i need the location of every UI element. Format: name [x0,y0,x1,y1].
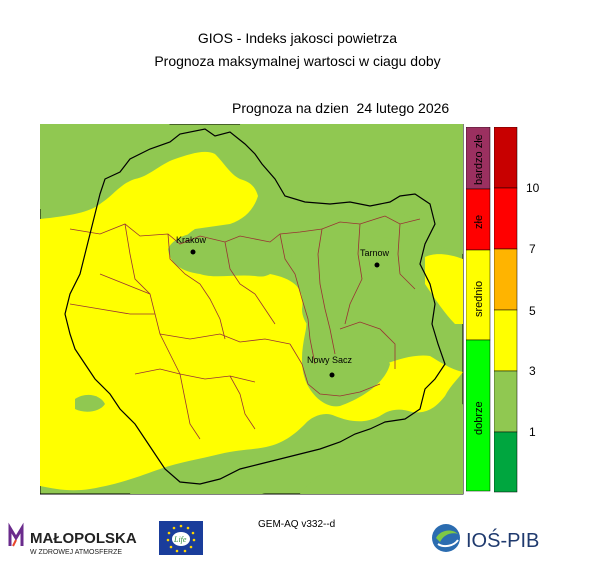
forecast-date: Prognoza na dzien 24 lutego 2026 [232,100,450,116]
category-bardzo-zle [466,127,491,190]
city-label-krakow: Krakow [176,235,207,245]
category-legend: bardzo złe złe srednio dobrze [466,127,491,492]
southwest-green-zone [130,459,265,494]
city-nowy-sacz: Nowy Sacz [307,355,353,378]
city-krakow: Krakow [176,235,207,255]
city-dot-krakow [190,249,196,255]
forecast-map: Krakow Tarnow Nowy Sacz [40,124,464,495]
ios-pib-logo: IOŚ-PIB [432,524,539,552]
tarnow-green-zone [358,236,402,273]
south-green-zone [300,404,463,494]
scale-level-6 [494,127,518,189]
county-borders [69,215,421,440]
krakow-green-zone [168,232,277,277]
city-tarnow: Tarnow [360,248,390,268]
scale-level-2 [494,370,518,433]
eu-life-logo: Life [159,521,203,555]
scale-tick-7: 7 [529,242,536,256]
category-label-zle: złe [473,215,485,229]
city-dot-nowy-sacz [329,372,335,378]
scale-level-4 [494,248,518,311]
scale-level-1 [494,431,518,493]
yellow-zone [40,151,463,491]
scale-tick-10: 10 [526,181,540,195]
eu-life-text: Life [173,535,187,544]
scale-tick-1: 1 [529,425,536,439]
region-boundary [64,128,446,485]
color-scale [494,127,518,493]
scale-level-3 [494,309,518,372]
malopolska-text: MAŁOPOLSKA [30,530,137,547]
category-label-dobrze: dobrze [473,401,485,435]
city-label-tarnow: Tarnow [360,248,390,258]
west-green-zone [75,394,105,412]
scale-tick-5: 5 [529,304,536,318]
city-label-nowy-sacz: Nowy Sacz [307,355,353,365]
malopolska-subtext: W ZDROWEJ ATMOSFERZE [30,549,122,556]
category-label-bardzo-zle: bardzo złe [473,134,485,185]
ios-pib-text: IOŚ-PIB [466,528,539,552]
northwest-green-zone [40,124,170,211]
title-line-2: Prognoza maksymalnej wartosci w ciagu do… [154,53,441,69]
category-dobrze [466,339,491,492]
scale-tick-3: 3 [529,364,536,378]
title-line-1: GIOS - Indeks jakosci powietrza [197,30,398,46]
scale-level-5 [494,187,518,250]
category-label-srednio: srednio [473,281,485,317]
city-dot-tarnow [374,262,380,268]
model-version: GEM-AQ v332--d [258,519,336,530]
category-zle [466,188,491,251]
northeast-green-zone [240,124,463,254]
malopolska-logo: MAŁOPOLSKA W ZDROWEJ ATMOSFERZE [8,522,137,556]
